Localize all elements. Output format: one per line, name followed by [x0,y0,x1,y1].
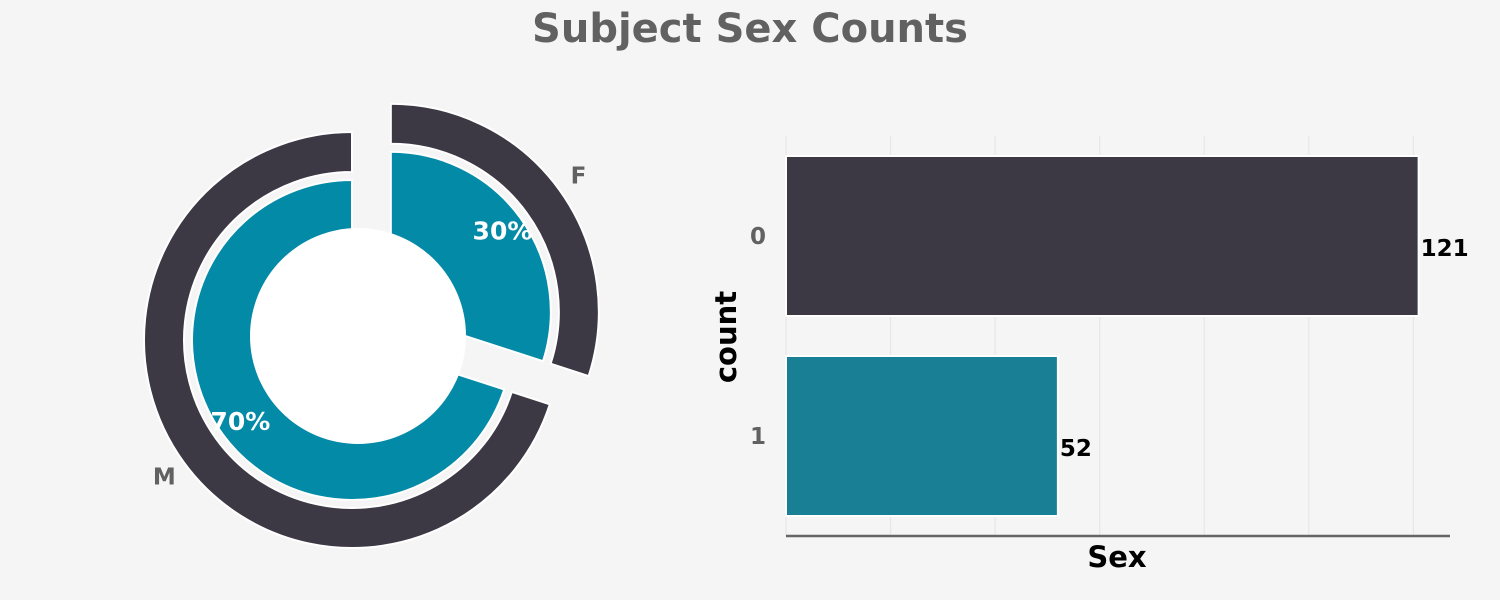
bar-value-label: 121 [1421,236,1469,262]
pie-percent-label: 70% [210,407,270,436]
chart-title: Subject Sex Counts [532,6,968,52]
y-tick-label: 0 [750,224,766,250]
bar-value-label: 52 [1060,436,1092,462]
bar-1 [785,355,1059,517]
pie-percent-label: 30% [473,217,533,246]
x-axis-label: Sex [1087,540,1147,574]
y-tick-label: 1 [750,424,766,450]
pie-category-label: M [153,464,176,490]
donut-chart: M F 70% 30% [143,102,600,549]
y-axis-label: count [709,291,743,383]
donut-outer-slice-f [389,102,600,378]
donut-outer-slice-m [143,130,552,549]
pie-category-label: F [571,163,587,189]
bar-0 [785,155,1420,317]
donut-hole [250,228,466,444]
